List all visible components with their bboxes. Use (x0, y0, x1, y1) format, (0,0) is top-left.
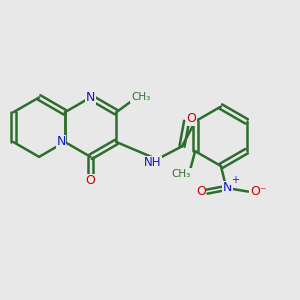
Text: O: O (196, 185, 206, 198)
Text: O: O (85, 174, 95, 187)
Text: NH: NH (143, 156, 161, 169)
Text: O: O (186, 112, 196, 125)
Text: CH₃: CH₃ (131, 92, 150, 102)
Text: O⁻: O⁻ (250, 185, 267, 198)
Text: CH₃: CH₃ (172, 169, 191, 179)
Text: +: + (231, 175, 239, 185)
Text: N: N (56, 136, 66, 148)
Text: N: N (223, 182, 232, 194)
Text: N: N (86, 91, 95, 104)
